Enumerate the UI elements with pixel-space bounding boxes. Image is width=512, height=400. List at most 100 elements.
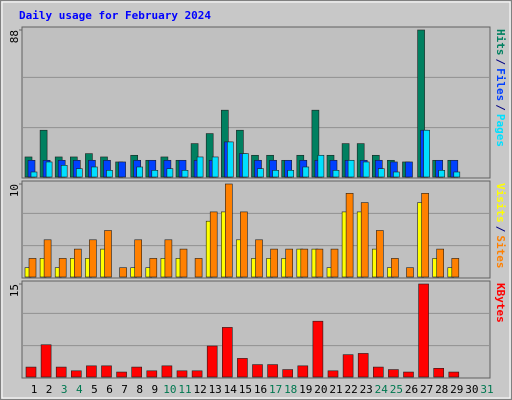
- bar: [342, 354, 354, 378]
- bar: [101, 365, 112, 378]
- bar: [312, 320, 324, 378]
- bar: [252, 364, 263, 378]
- bar: [209, 211, 218, 278]
- legend-entry: Sites: [494, 235, 507, 268]
- bar: [225, 183, 233, 278]
- bar: [237, 358, 248, 378]
- bar: [436, 248, 445, 278]
- legend: Visits / Sites: [494, 183, 507, 269]
- bar: [164, 239, 173, 278]
- x-tick-label: 23: [360, 383, 373, 396]
- x-tick-label: 17: [269, 383, 282, 396]
- bar: [403, 371, 414, 378]
- bar: [89, 239, 97, 278]
- x-tick-label: 12: [193, 383, 206, 396]
- bar: [106, 170, 113, 178]
- bar: [388, 369, 399, 378]
- bar: [406, 267, 414, 278]
- bar: [282, 369, 294, 378]
- bar: [136, 166, 143, 178]
- bar: [149, 258, 158, 278]
- bar: [377, 168, 385, 178]
- legend-entry: Files: [494, 68, 507, 101]
- x-tick-label: 31: [480, 383, 493, 396]
- x-tick-label: 29: [450, 383, 463, 396]
- legend-entry: Hits: [494, 29, 507, 56]
- bar: [391, 258, 399, 278]
- bar: [179, 248, 188, 278]
- bar: [166, 168, 174, 178]
- bar: [433, 368, 445, 378]
- panel: [21, 280, 491, 379]
- bar: [267, 364, 278, 378]
- bar: [118, 161, 126, 178]
- bar: [119, 267, 127, 278]
- bar: [287, 170, 295, 178]
- bar: [317, 154, 325, 178]
- bar: [176, 370, 188, 378]
- bar: [60, 165, 68, 178]
- bar: [181, 170, 189, 178]
- bar: [58, 258, 67, 278]
- x-tick-label: 8: [136, 383, 143, 396]
- x-tick-label: 20: [314, 383, 327, 396]
- bar: [30, 171, 38, 178]
- x-tick-label: 18: [284, 383, 297, 396]
- bar: [242, 153, 249, 178]
- bar: [300, 248, 309, 278]
- legend: KBytes: [494, 283, 507, 323]
- x-tick-label: 30: [465, 383, 478, 396]
- legend-entry: Pages: [494, 114, 507, 147]
- bar: [302, 166, 310, 178]
- bar: [161, 365, 173, 378]
- bar: [196, 156, 204, 178]
- bar: [45, 161, 53, 178]
- bar: [134, 239, 142, 278]
- bar: [255, 239, 263, 278]
- legend-entry: Visits: [494, 183, 507, 223]
- x-tick-label: 10: [163, 383, 176, 396]
- bar: [116, 371, 127, 378]
- x-tick-label: 21: [329, 383, 342, 396]
- bar: [272, 170, 279, 178]
- bar: [131, 366, 142, 378]
- bar: [345, 193, 354, 278]
- x-tick-label: 5: [91, 383, 98, 396]
- bar: [421, 193, 429, 278]
- x-tick-label: 25: [390, 383, 403, 396]
- y-tick-label: 15: [8, 284, 21, 297]
- bar: [211, 156, 219, 178]
- bar: [332, 170, 340, 178]
- bar: [74, 248, 82, 278]
- bar: [206, 345, 218, 378]
- bar: [194, 258, 203, 278]
- x-tick-label: 1: [31, 383, 38, 396]
- bar: [360, 202, 369, 278]
- x-tick-label: 6: [106, 383, 113, 396]
- bar: [43, 239, 52, 278]
- bar: [25, 366, 37, 378]
- legend-entry: KBytes: [494, 283, 507, 323]
- bar: [28, 258, 37, 278]
- bar: [372, 366, 384, 378]
- bar: [418, 283, 429, 378]
- x-tick-label: 9: [151, 383, 158, 396]
- bar: [297, 365, 309, 378]
- bar: [257, 168, 264, 178]
- bar: [76, 168, 83, 178]
- x-tick-label: 14: [224, 383, 238, 396]
- bar: [327, 370, 339, 378]
- legend-separator: /: [494, 104, 507, 111]
- bar: [270, 248, 278, 278]
- panel: [21, 26, 491, 179]
- bar: [451, 258, 460, 278]
- bar: [453, 171, 461, 178]
- x-tick-label: 28: [435, 383, 448, 396]
- bar: [448, 371, 460, 378]
- bar: [285, 248, 294, 278]
- x-tick-label: 2: [46, 383, 53, 396]
- bar: [227, 141, 234, 178]
- bar: [86, 365, 97, 378]
- x-tick-label: 3: [61, 383, 68, 396]
